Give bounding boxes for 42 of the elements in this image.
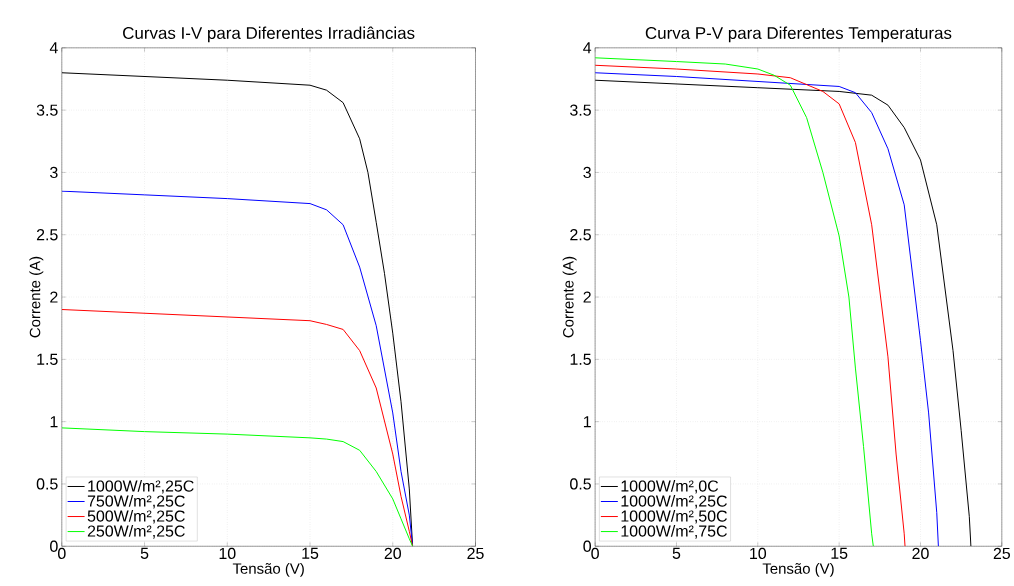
y-tick-label: 2.5 (36, 229, 58, 241)
legend-label: 500W/m²,25C (87, 509, 185, 524)
y-tick-label: 2 (583, 291, 591, 303)
x-tick-label: 0 (591, 547, 599, 559)
y-tick-label: 2 (50, 291, 58, 303)
x-tick-label: 5 (672, 547, 681, 559)
line-series (61, 427, 414, 547)
legend-label: 1000W/m²,50C (621, 509, 727, 524)
y-tick-label: 4 (583, 42, 592, 54)
y-tick-label: 2.5 (570, 229, 591, 241)
y-tick-label: 0.5 (570, 478, 591, 490)
y-tick-label: 3 (50, 166, 58, 179)
legend-label: 750W/m²,25C (87, 494, 185, 509)
x-tick-label: 25 (993, 547, 1011, 559)
x-tick-label: 5 (140, 547, 149, 559)
y-tick-label: 3 (583, 166, 591, 179)
y-tick-label: 4 (49, 42, 58, 54)
y-tick-label: 3.5 (570, 104, 591, 116)
legend-label: 1000W/m²,25C (88, 479, 194, 494)
y-tick-label: 1 (583, 416, 591, 428)
legend-label: 1000W/m²,25C (621, 494, 727, 509)
y-tick-label: 1.5 (37, 353, 58, 365)
y-tick-label: 1 (50, 416, 58, 428)
y-axis-title: Corrente (A) (29, 256, 44, 338)
x-tick-label: 15 (302, 547, 319, 559)
x-tick-label: 20 (912, 547, 929, 559)
y-tick-label: 0.5 (36, 478, 58, 490)
y-tick-label: 1.5 (570, 353, 591, 365)
legend-label: 1000W/m²,0C (621, 479, 719, 494)
x-tick-label: 15 (831, 547, 848, 559)
x-tick-label: 10 (219, 547, 236, 559)
y-axis-title: Corrente (A) (562, 256, 577, 338)
x-tick-label: 25 (467, 547, 484, 559)
x-tick-label: 10 (750, 547, 767, 559)
legend-label: 1000W/m²,75C (621, 524, 727, 539)
x-axis-title: Tensão (V) (762, 562, 834, 577)
y-tick-label: 3.5 (36, 104, 58, 116)
chart-title: Curva P-V para Diferentes Temperaturas (645, 26, 952, 43)
legend-label: 250W/m²,25C (87, 524, 185, 539)
chart-title: Curvas I-V para Diferentes Irradiâncias (123, 26, 415, 43)
x-tick-label: 20 (384, 547, 402, 559)
x-axis-title: Tensão (V) (232, 562, 304, 577)
